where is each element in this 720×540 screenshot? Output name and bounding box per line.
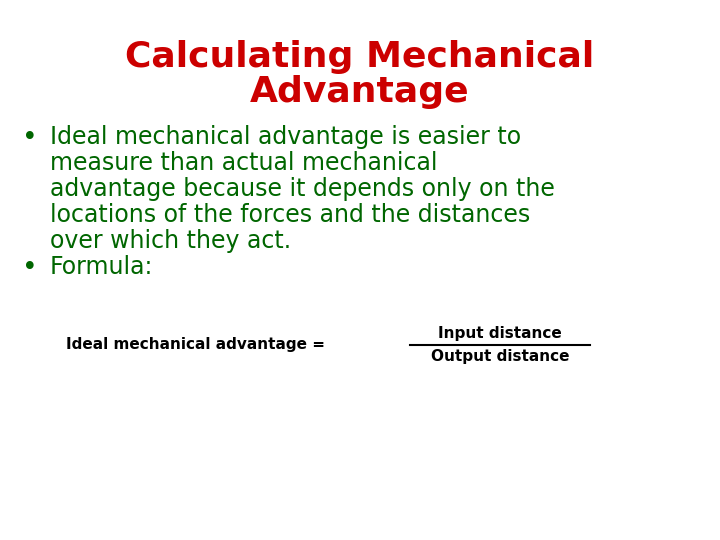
Text: •: • [22,125,37,151]
Text: advantage because it depends only on the: advantage because it depends only on the [50,177,555,201]
Text: Calculating Mechanical: Calculating Mechanical [125,40,595,74]
Text: locations of the forces and the distances: locations of the forces and the distance… [50,203,530,227]
Text: Formula:: Formula: [50,255,153,279]
Text: Advantage: Advantage [250,75,470,109]
Text: over which they act.: over which they act. [50,229,291,253]
Text: Ideal mechanical advantage =: Ideal mechanical advantage = [66,338,330,353]
Text: measure than actual mechanical: measure than actual mechanical [50,151,438,175]
Text: •: • [22,255,37,281]
Text: Ideal mechanical advantage is easier to: Ideal mechanical advantage is easier to [50,125,521,149]
Text: Input distance: Input distance [438,326,562,341]
Text: Output distance: Output distance [431,349,570,364]
